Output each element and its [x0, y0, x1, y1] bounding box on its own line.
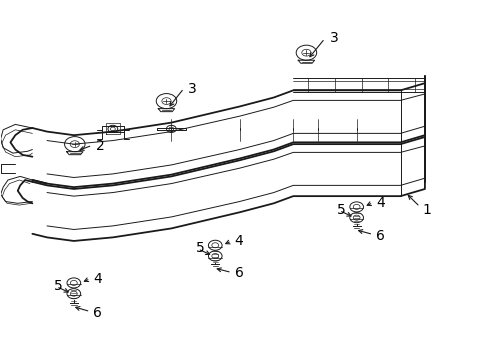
Text: 3: 3: [329, 31, 338, 45]
Text: 6: 6: [93, 306, 102, 320]
Text: 4: 4: [234, 234, 243, 248]
Text: 4: 4: [93, 271, 102, 285]
Text: 5: 5: [195, 241, 204, 255]
Text: 3: 3: [188, 82, 197, 95]
Text: 5: 5: [54, 279, 63, 293]
Text: 1: 1: [422, 203, 430, 217]
Text: 4: 4: [375, 196, 384, 210]
Text: 6: 6: [234, 266, 243, 280]
Text: 5: 5: [336, 203, 345, 217]
Text: 2: 2: [96, 139, 104, 153]
Text: 6: 6: [375, 229, 384, 243]
